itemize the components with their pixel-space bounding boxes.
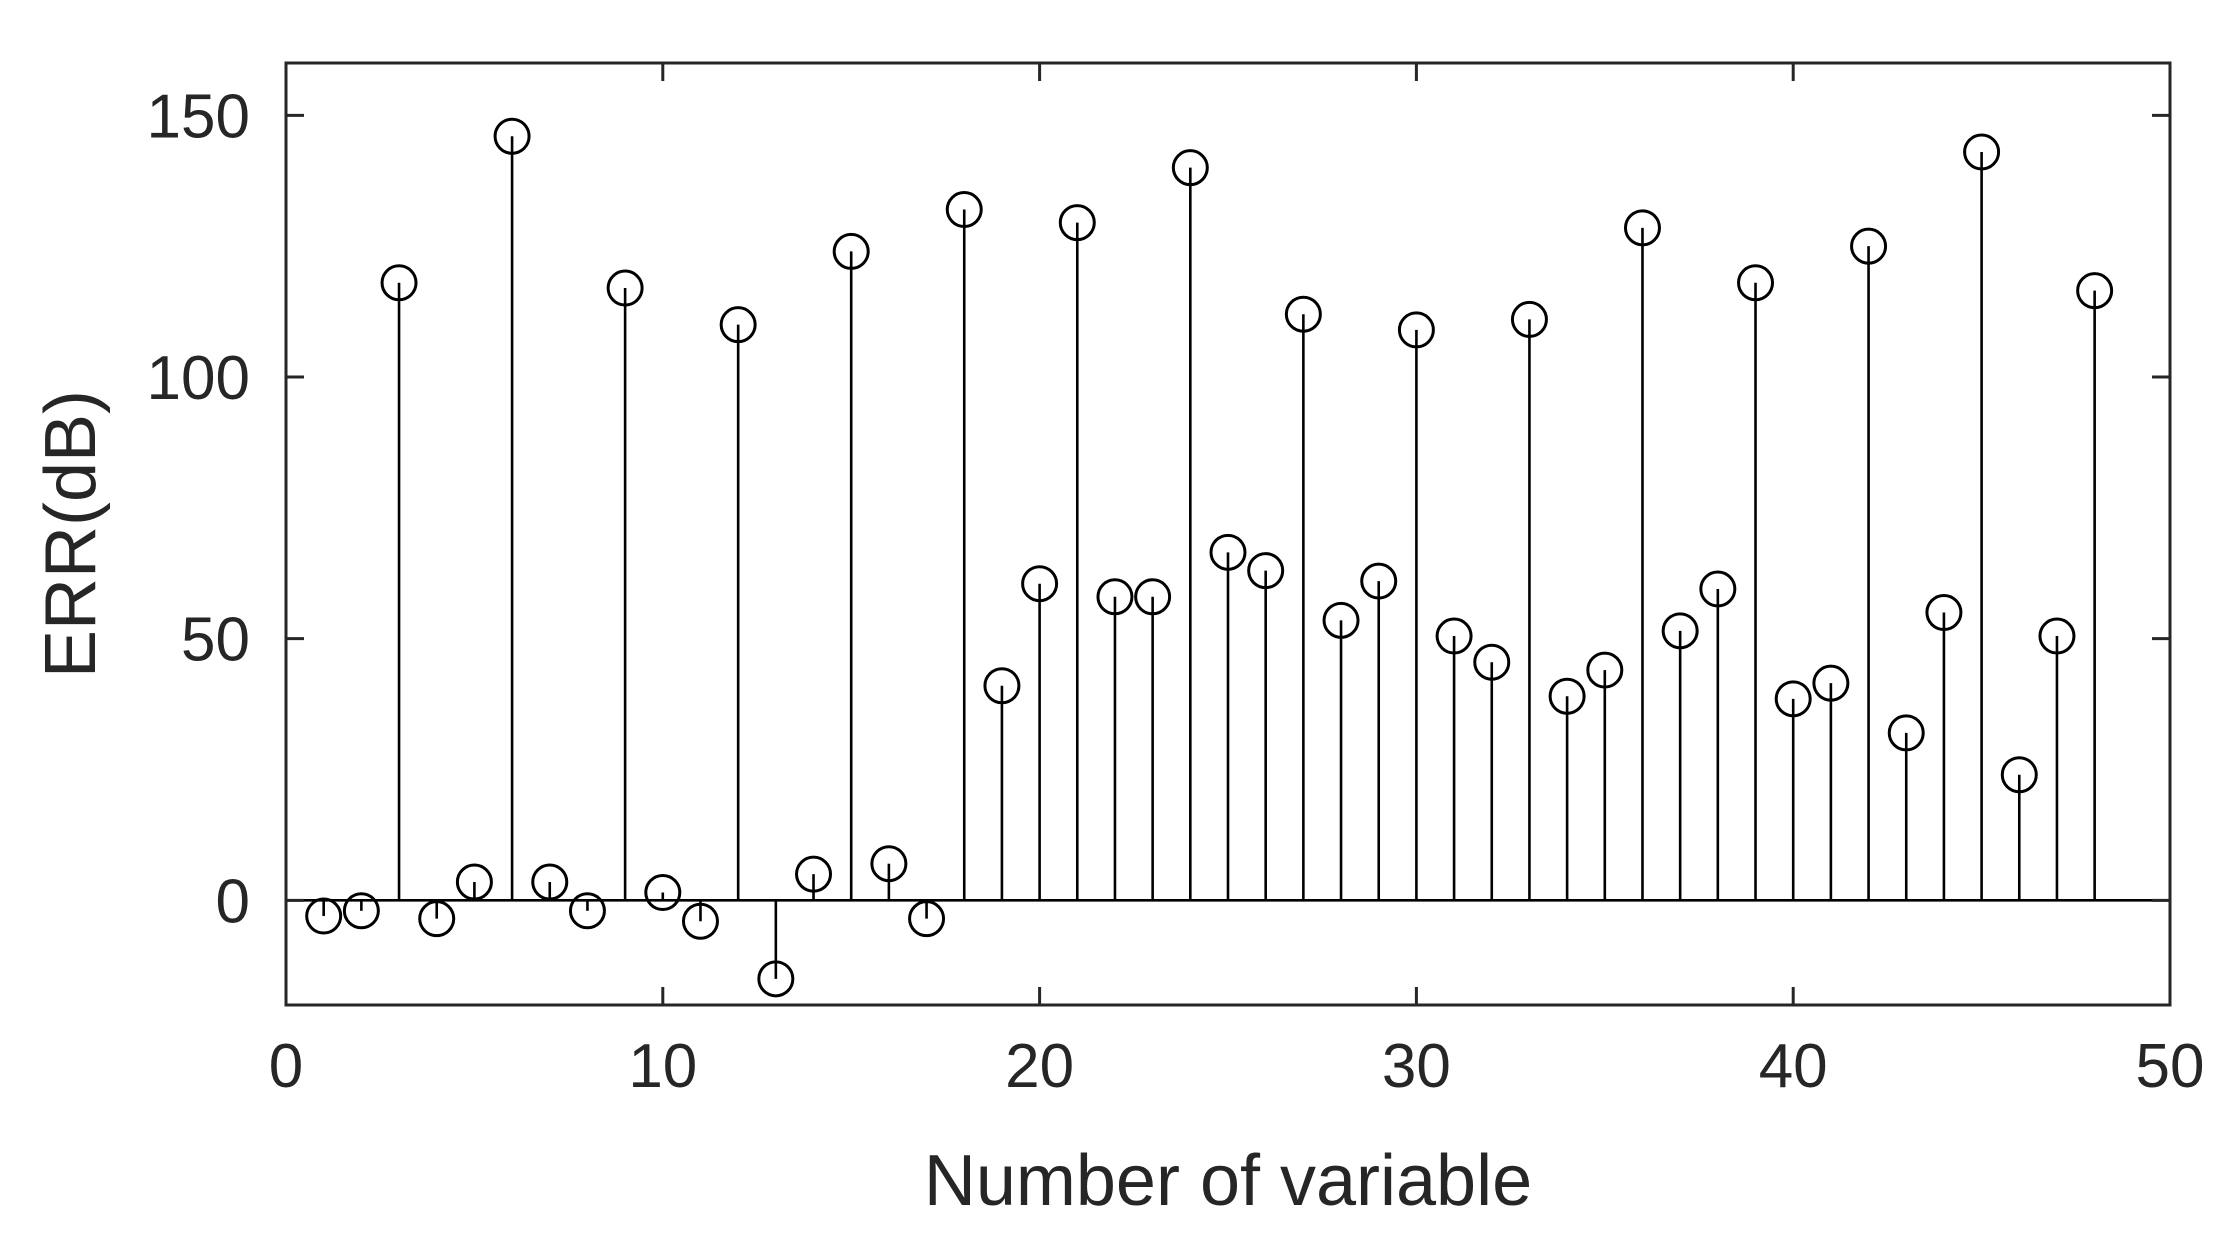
stem-marker xyxy=(1548,677,1586,715)
stem-marker xyxy=(1586,651,1624,689)
y-tick-label: 50 xyxy=(181,606,250,675)
stem-marker xyxy=(1209,533,1247,571)
stem-marker xyxy=(1247,552,1285,590)
stem-marker xyxy=(606,269,644,307)
stem-marker xyxy=(531,863,569,901)
stem-marker xyxy=(1737,264,1775,302)
y-tick-labels: 0 50 100 150 xyxy=(147,82,250,936)
stem-marker xyxy=(568,892,606,930)
stem-marker xyxy=(418,900,456,938)
stem-marker xyxy=(455,863,493,901)
stem-marker xyxy=(1473,643,1511,681)
stem-marker xyxy=(1096,578,1134,616)
axis-ticks xyxy=(284,63,2172,1005)
y-tick-label: 0 xyxy=(216,867,250,936)
stem-marker xyxy=(908,900,946,938)
stem-marker xyxy=(1435,617,1473,655)
x-tick-label: 30 xyxy=(1382,1032,1451,1101)
stem-marker xyxy=(1021,565,1059,603)
stem-marker xyxy=(1887,714,1925,752)
stem-marker xyxy=(1322,601,1360,639)
stem-marker xyxy=(493,117,531,155)
stem-marker xyxy=(719,306,757,344)
stems-layer xyxy=(305,117,2114,998)
stem-marker xyxy=(870,845,908,883)
x-axis-title: Number of variable xyxy=(924,1141,1532,1221)
stem-marker xyxy=(1134,578,1172,616)
y-tick-label: 100 xyxy=(147,344,250,413)
stem-marker xyxy=(795,855,833,893)
stem-marker xyxy=(681,902,719,940)
stem-marker xyxy=(1360,562,1398,600)
x-tick-label: 40 xyxy=(1759,1032,1828,1101)
x-tick-label: 20 xyxy=(1005,1032,1074,1101)
stem-marker xyxy=(945,191,983,229)
x-tick-label: 0 xyxy=(269,1032,303,1101)
stem-marker xyxy=(1812,664,1850,702)
stem-marker xyxy=(1699,570,1737,608)
stem-marker xyxy=(1284,295,1322,333)
stem-marker xyxy=(2038,617,2076,655)
stem-marker xyxy=(1963,133,2001,171)
stem-marker xyxy=(1058,204,1096,242)
stem-marker xyxy=(1661,612,1699,650)
stem-marker xyxy=(1850,227,1888,265)
stem-marker xyxy=(832,232,870,270)
plot-frame xyxy=(284,61,2172,1007)
x-tick-labels: 0 10 20 30 40 50 xyxy=(269,1032,2205,1101)
stem-marker xyxy=(1774,680,1812,718)
stem-marker xyxy=(1925,594,1963,631)
stem-marker xyxy=(2000,756,2038,794)
x-tick-label: 50 xyxy=(2136,1032,2205,1101)
stem-marker xyxy=(2076,272,2114,310)
stem-marker xyxy=(644,873,682,911)
stem-marker xyxy=(1397,311,1435,349)
stem-marker xyxy=(983,667,1021,705)
stem-marker xyxy=(380,264,418,302)
y-tick-label: 150 xyxy=(147,82,250,151)
y-axis-title: ERR(dB) xyxy=(31,390,111,678)
x-tick-label: 10 xyxy=(628,1032,697,1101)
stem-marker xyxy=(1171,149,1209,187)
stem-marker xyxy=(757,960,795,998)
stem-marker xyxy=(1623,209,1661,247)
stem-marker xyxy=(1510,300,1548,338)
stem-marker xyxy=(342,892,380,930)
